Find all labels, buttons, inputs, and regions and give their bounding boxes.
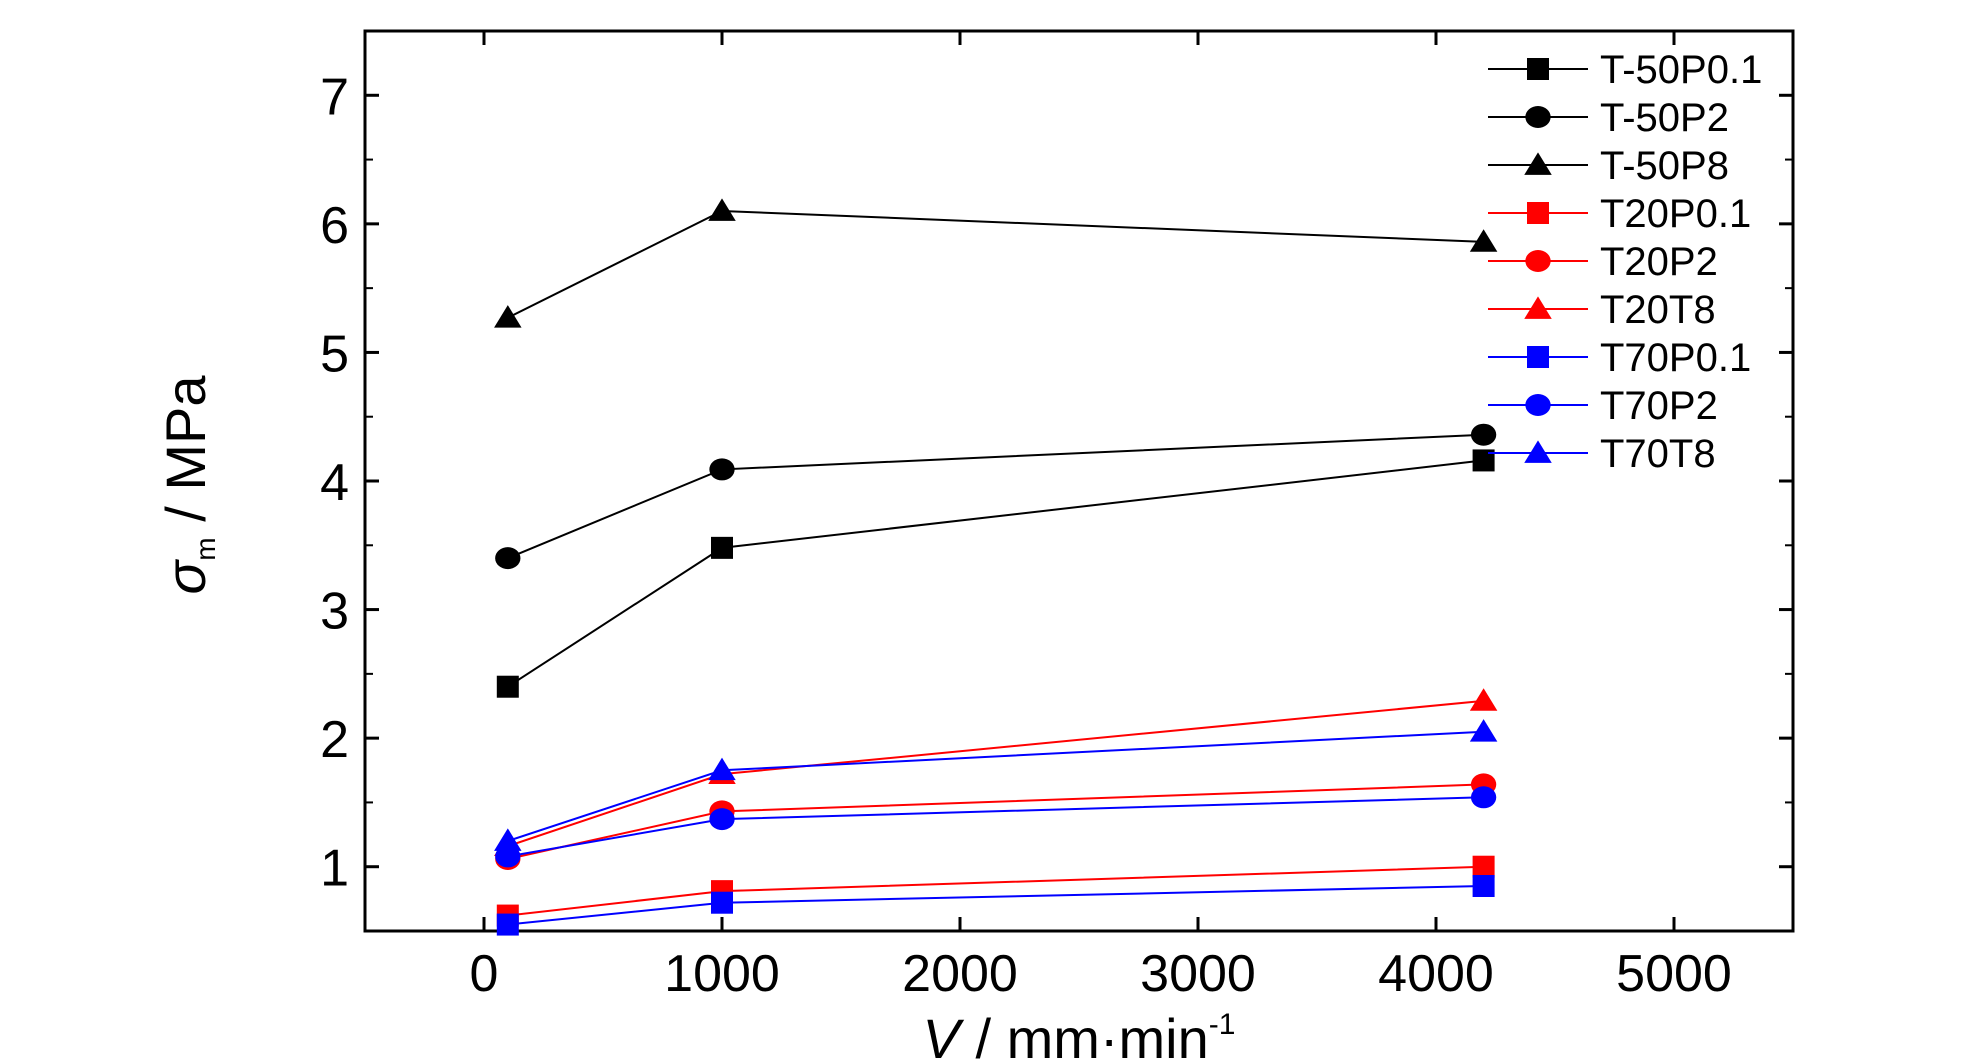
y-axis-label: σm / MPa <box>154 375 221 595</box>
legend-item: T-50P2 <box>1488 96 1729 140</box>
legend-marker-circle <box>1525 106 1551 128</box>
x-tick-label: 3000 <box>1140 945 1256 1003</box>
x-axis-unit: / mm·min <box>960 1007 1209 1063</box>
series-line <box>507 699 1484 848</box>
series-layer <box>494 198 1498 936</box>
x-tick-label: 1000 <box>664 945 780 1003</box>
legend-item: T70P2 <box>1488 384 1718 428</box>
legend-item: T70P0.1 <box>1488 336 1751 380</box>
legend-marker-triangle <box>1524 152 1552 175</box>
y-axis-unit: / MPa <box>154 375 217 538</box>
series-3 <box>496 855 1495 927</box>
legend-marker-square <box>1527 58 1549 80</box>
legend-label: T20T8 <box>1600 288 1716 332</box>
legend-item: T20P0.1 <box>1488 192 1751 236</box>
data-point-triangle <box>708 198 736 221</box>
data-point-triangle <box>494 305 522 328</box>
legend-label: T-50P0.1 <box>1600 48 1762 92</box>
y-tick-label: 6 <box>320 197 349 255</box>
data-point-square <box>496 913 519 936</box>
data-point-circle <box>709 808 735 831</box>
data-point-circle <box>709 458 735 481</box>
y-axis-symbol: σ <box>154 558 217 594</box>
y-tick-label: 1 <box>320 840 349 898</box>
data-point-square <box>496 675 519 698</box>
data-point-triangle <box>708 757 736 781</box>
data-point-triangle <box>1469 688 1498 711</box>
legend: T-50P0.1T-50P2T-50P8T20P0.1T20P2T20T8T70… <box>1488 48 1762 476</box>
data-point-circle <box>495 845 521 868</box>
data-point-triangle <box>1469 719 1498 742</box>
data-point-square <box>1472 449 1495 472</box>
data-point-square <box>1472 855 1495 878</box>
y-tick-label: 5 <box>320 325 349 383</box>
legend-item: T-50P8 <box>1488 144 1729 188</box>
legend-item: T70T8 <box>1488 432 1716 476</box>
series-5 <box>494 688 1498 857</box>
data-point-square <box>1472 875 1495 897</box>
series-line <box>507 865 1484 917</box>
data-point-square <box>711 891 733 914</box>
data-point-circle <box>1470 423 1497 446</box>
legend-item: T20P2 <box>1488 240 1718 284</box>
series-line <box>507 885 1484 926</box>
x-tick-label: 5000 <box>1616 945 1732 1003</box>
legend-label: T-50P8 <box>1600 144 1729 188</box>
x-tick-label: 2000 <box>902 945 1018 1003</box>
series-0 <box>496 449 1495 698</box>
legend-item: T-50P0.1 <box>1488 48 1762 92</box>
series-line <box>507 459 1484 688</box>
legend-marker-triangle <box>1524 440 1552 463</box>
x-axis-label: V / mm·min-1 <box>923 1007 1236 1063</box>
x-axis: 0 1000 2000 3000 4000 5000 <box>470 31 1732 1003</box>
legend-marker-square <box>1527 202 1549 224</box>
y-tick-label: 7 <box>320 68 349 126</box>
data-point-triangle <box>494 828 522 851</box>
series-8 <box>494 719 1498 851</box>
legend-marker-square <box>1527 346 1549 368</box>
legend-marker-circle <box>1525 394 1551 416</box>
x-tick-label: 4000 <box>1378 945 1494 1003</box>
y-tick-label: 4 <box>320 454 349 512</box>
series-1 <box>495 423 1497 570</box>
y-tick-label: 3 <box>320 583 349 641</box>
data-point-square <box>711 536 733 559</box>
series-2 <box>494 198 1498 328</box>
legend-label: T-50P2 <box>1600 96 1729 140</box>
legend-label: T20P2 <box>1600 240 1718 284</box>
legend-label: T20P0.1 <box>1600 192 1751 236</box>
x-axis-exponent: -1 <box>1209 1008 1236 1041</box>
legend-label: T70P0.1 <box>1600 336 1751 380</box>
series-4 <box>495 773 1497 870</box>
legend-label: T70T8 <box>1600 432 1716 476</box>
legend-item: T20T8 <box>1488 288 1716 332</box>
series-line <box>507 209 1484 319</box>
series-line <box>507 433 1484 560</box>
data-point-triangle <box>1469 229 1498 252</box>
y-axis-subscript: m <box>190 537 221 560</box>
legend-marker-circle <box>1525 250 1551 272</box>
y-axis: 1 2 3 4 5 6 7 <box>320 68 1793 898</box>
legend-label: T70P2 <box>1600 384 1718 428</box>
series-6 <box>496 875 1495 936</box>
data-point-circle <box>495 547 521 570</box>
series-7 <box>495 786 1497 868</box>
legend-marker-triangle <box>1524 296 1552 319</box>
x-tick-label: 0 <box>470 945 499 1003</box>
data-point-circle <box>1470 786 1497 809</box>
series-line <box>507 783 1484 860</box>
x-axis-symbol: V <box>923 1007 965 1063</box>
y-tick-label: 2 <box>320 711 349 769</box>
